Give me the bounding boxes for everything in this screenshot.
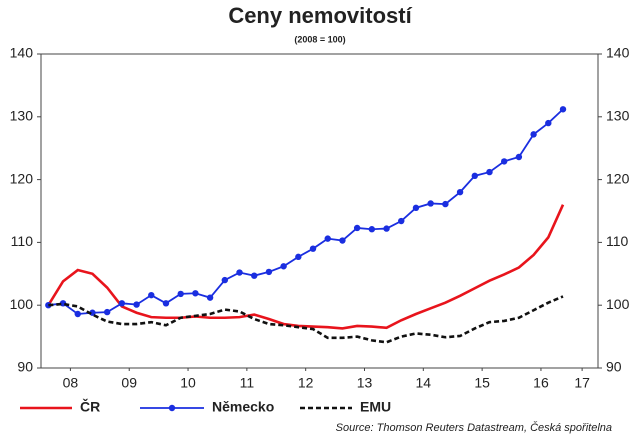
data-point bbox=[236, 269, 243, 276]
x-tick-label: 09 bbox=[121, 375, 137, 391]
data-point bbox=[265, 268, 273, 276]
data-point bbox=[280, 263, 287, 270]
y-tick-label: 130 bbox=[10, 108, 34, 124]
y2-tick-label: 140 bbox=[606, 45, 630, 61]
y2-tick-label: 120 bbox=[606, 170, 630, 186]
x-tick-label: 11 bbox=[240, 375, 255, 391]
y2-tick-label: 110 bbox=[606, 233, 629, 249]
data-point bbox=[545, 119, 552, 127]
y-tick-label: 120 bbox=[10, 170, 34, 186]
x-tick-label: 08 bbox=[63, 375, 79, 391]
y-tick-label: 100 bbox=[10, 296, 34, 312]
y-tick-label: 90 bbox=[17, 359, 33, 375]
series-line bbox=[48, 295, 564, 344]
y-tick-label: 140 bbox=[10, 45, 34, 61]
data-point bbox=[251, 272, 258, 279]
data-point bbox=[148, 291, 155, 299]
y-tick-label: 110 bbox=[11, 233, 34, 249]
legend-marker bbox=[168, 404, 176, 412]
data-point bbox=[442, 200, 449, 208]
data-point bbox=[177, 290, 184, 298]
x-tick-label: 17 bbox=[574, 375, 590, 391]
data-point bbox=[383, 225, 390, 232]
data-point bbox=[530, 131, 537, 138]
source-note: Source: Thomson Reuters Datastream, Česk… bbox=[336, 421, 612, 434]
data-point bbox=[559, 106, 567, 113]
y2-tick-label: 90 bbox=[606, 359, 622, 375]
data-point bbox=[456, 188, 464, 196]
data-point bbox=[500, 158, 508, 165]
series-line bbox=[47, 204, 565, 330]
chart-title: Ceny nemovitostí bbox=[228, 3, 412, 28]
legend-label: ČR bbox=[80, 398, 100, 415]
data-point bbox=[324, 235, 331, 242]
data-point bbox=[486, 168, 493, 176]
data-point bbox=[368, 226, 376, 233]
data-point bbox=[339, 237, 346, 244]
data-point bbox=[398, 217, 405, 225]
x-tick-label: 15 bbox=[474, 375, 490, 391]
legend-label: EMU bbox=[360, 399, 391, 415]
x-tick-label: 16 bbox=[533, 375, 549, 391]
x-tick-label: 12 bbox=[298, 375, 314, 391]
plot-frame bbox=[40, 53, 599, 369]
data-point bbox=[295, 253, 302, 261]
y2-tick-label: 130 bbox=[606, 108, 630, 124]
data-point bbox=[515, 153, 523, 161]
x-tick-label: 14 bbox=[416, 375, 432, 391]
data-point bbox=[162, 300, 170, 307]
data-point bbox=[133, 301, 140, 308]
data-point bbox=[221, 276, 229, 284]
x-tick-label: 10 bbox=[180, 375, 196, 391]
data-point bbox=[192, 290, 199, 297]
data-point bbox=[74, 310, 81, 318]
data-point bbox=[471, 172, 478, 180]
data-point bbox=[427, 200, 434, 207]
data-point bbox=[412, 204, 420, 212]
data-point bbox=[206, 294, 214, 301]
legend-label: Německo bbox=[212, 399, 274, 415]
chart-subtitle: (2008 = 100) bbox=[294, 34, 345, 44]
data-point bbox=[103, 308, 111, 316]
data-point bbox=[118, 300, 126, 307]
data-point bbox=[353, 224, 361, 232]
data-point bbox=[309, 245, 317, 252]
y2-tick-label: 100 bbox=[606, 296, 630, 312]
x-tick-label: 13 bbox=[357, 375, 373, 391]
